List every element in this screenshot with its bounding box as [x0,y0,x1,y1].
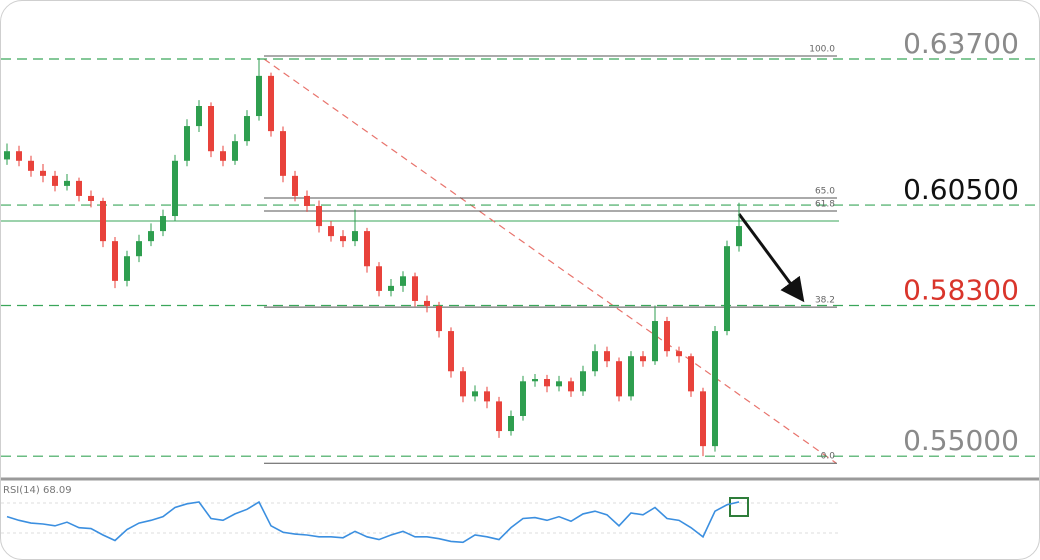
y-tick-label: 0.58300 [903,274,1019,307]
candle-body [208,106,214,152]
candle-body [148,231,154,242]
fib-label: 65.0 [815,187,835,197]
trend-line [263,58,837,464]
y-tick-label: 0.63700 [903,27,1019,60]
candle-body [688,356,694,392]
candle-body [160,216,166,232]
candle-body [304,195,310,206]
candle-body [520,381,526,416]
fib-label: 0.0 [821,452,836,462]
candle-body [736,226,742,247]
candle-body [712,331,718,447]
candle-body [400,276,406,286]
candle-body [64,180,70,186]
candle-body [328,226,334,237]
candle-body [16,151,22,161]
candle-body [568,381,574,392]
candle-body [580,371,586,392]
candle-body [40,170,46,176]
candle-body [484,391,490,402]
candle-body [652,321,658,362]
candle-body [664,321,670,352]
candle-body [604,351,610,362]
candle-body [496,401,502,432]
candle-body [340,236,346,242]
candle-body [52,175,58,186]
candle-body [232,141,238,161]
candle-body [532,379,538,382]
candle-body [724,246,730,332]
candle-body [364,231,370,267]
candle-body [112,241,118,281]
highlight-box [729,497,749,517]
candle-body [700,391,706,447]
candle-body [4,151,10,160]
candle-body [268,75,274,132]
candle-body [472,391,478,397]
candle-body [376,266,382,291]
candle-body [640,356,646,362]
candle-body [316,205,322,227]
candle-body [292,175,298,196]
candle-body [628,356,634,397]
y-tick-label: 0.55000 [903,424,1019,457]
candle-body [220,151,226,161]
candle-body [424,300,430,306]
candle-body [436,305,442,332]
candle-body [616,361,622,397]
candle-body [172,160,178,217]
candle-body [88,195,94,201]
candle-body [280,131,286,176]
rsi-label: RSI(14) 68.09 [3,485,72,496]
candle-body [592,351,598,372]
candle-body [244,116,250,142]
candle-body [352,231,358,242]
fib-label: 61.8 [815,200,835,210]
candle-body [412,276,418,301]
rsi-line [6,500,740,544]
candle-body [196,106,202,127]
candle-body [184,126,190,161]
candle-body [388,285,394,291]
candle-body [556,381,562,387]
candle-body [100,200,106,242]
candle-body [676,351,682,357]
candle-body [76,180,82,196]
y-tick-label: 0.60500 [903,173,1019,206]
candle-body [544,379,550,387]
candle-body [28,160,34,171]
candle-body [136,241,142,257]
fib-label: 38.2 [815,296,835,306]
candle-body [460,371,466,397]
arrow [737,213,805,303]
candle-body [448,331,454,372]
candle-body [508,415,514,432]
candle-body [256,75,262,117]
fib-label: 100.0 [809,44,835,54]
candle-body [124,256,130,281]
